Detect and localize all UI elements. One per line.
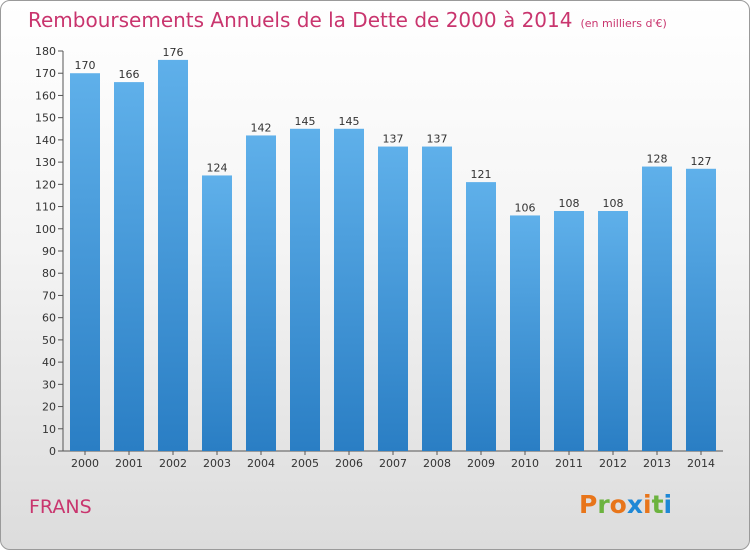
- y-tick-label: 50: [42, 334, 56, 347]
- x-tick-label: 2001: [115, 457, 143, 470]
- y-tick-label: 110: [35, 201, 56, 214]
- bar-value-label: 127: [691, 155, 712, 168]
- bar: [686, 168, 716, 451]
- bar-value-label: 108: [559, 197, 580, 210]
- y-tick-label: 40: [42, 356, 56, 369]
- bar: [598, 211, 628, 451]
- logo-letter: i: [643, 490, 652, 519]
- x-tick-label: 2006: [335, 457, 363, 470]
- x-tick-label: 2014: [687, 457, 715, 470]
- bar: [290, 128, 320, 451]
- x-tick-label: 2005: [291, 457, 319, 470]
- y-tick-label: 160: [35, 89, 56, 102]
- y-tick-label: 30: [42, 378, 56, 391]
- chart-title: Remboursements Annuels de la Dette de 20…: [28, 8, 667, 32]
- bar-value-label: 137: [383, 133, 404, 146]
- x-tick-label: 2013: [643, 457, 671, 470]
- bar: [158, 59, 188, 452]
- bar-value-label: 166: [119, 68, 140, 81]
- x-tick-label: 2004: [247, 457, 275, 470]
- x-tick-label: 2000: [71, 457, 99, 470]
- y-tick-label: 130: [35, 156, 56, 169]
- logo-letter: x: [626, 490, 643, 519]
- y-tick-label: 20: [42, 401, 56, 414]
- bar: [466, 182, 496, 451]
- y-tick-label: 0: [49, 445, 56, 458]
- bar: [554, 211, 584, 451]
- y-tick-label: 120: [35, 178, 56, 191]
- y-tick-label: 70: [42, 289, 56, 302]
- y-tick-label: 90: [42, 245, 56, 258]
- logo-letter: P: [579, 490, 598, 519]
- bar: [378, 146, 408, 452]
- x-tick-label: 2011: [555, 457, 583, 470]
- bar-value-label: 142: [251, 121, 272, 134]
- x-tick-label: 2012: [599, 457, 627, 470]
- y-tick-label: 140: [35, 134, 56, 147]
- bar-value-label: 108: [603, 197, 624, 210]
- bar: [510, 215, 540, 451]
- commune-name: FRANS: [29, 496, 92, 518]
- y-tick-label: 60: [42, 312, 56, 325]
- logo-letter: i: [663, 490, 673, 519]
- x-tick-label: 2007: [379, 457, 407, 470]
- bar: [642, 166, 672, 452]
- y-tick-label: 80: [42, 267, 56, 280]
- bar-value-label: 128: [647, 153, 668, 166]
- title-text: Remboursements Annuels de la Dette de 20…: [28, 8, 573, 32]
- logo-letter: r: [597, 490, 610, 519]
- bar-value-label: 145: [295, 115, 316, 128]
- bar: [70, 73, 100, 451]
- x-tick-label: 2009: [467, 457, 495, 470]
- bar-value-label: 145: [339, 115, 360, 128]
- x-tick-label: 2003: [203, 457, 231, 470]
- y-tick-label: 150: [35, 112, 56, 125]
- bar: [114, 82, 144, 451]
- bar: [202, 175, 232, 451]
- bar-value-label: 121: [471, 168, 492, 181]
- x-tick-label: 2002: [159, 457, 187, 470]
- logo-letter: t: [651, 490, 664, 519]
- y-tick-label: 180: [35, 45, 56, 58]
- title-unit: (en milliers d'€): [580, 17, 667, 30]
- bar-value-label: 137: [427, 133, 448, 146]
- y-tick-label: 170: [35, 67, 56, 80]
- x-tick-label: 2008: [423, 457, 451, 470]
- logo-letter: o: [609, 490, 627, 519]
- proxiti-logo[interactable]: Proxiti: [579, 490, 672, 519]
- bar: [422, 146, 452, 452]
- bar-value-label: 124: [207, 161, 228, 174]
- x-tick-label: 2010: [511, 457, 539, 470]
- bar-value-label: 176: [163, 46, 184, 59]
- y-tick-label: 10: [42, 423, 56, 436]
- bar-value-label: 106: [515, 201, 536, 214]
- y-tick-label: 100: [35, 223, 56, 236]
- bar: [246, 135, 276, 451]
- bar: [334, 128, 364, 451]
- bar-value-label: 170: [75, 59, 96, 72]
